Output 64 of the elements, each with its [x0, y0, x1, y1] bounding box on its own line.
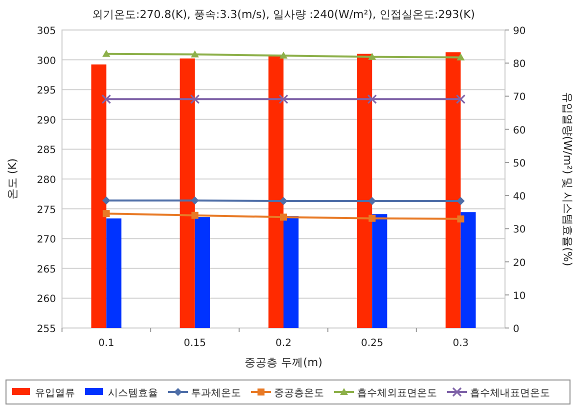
point — [456, 53, 465, 60]
y2-tick-label: 10 — [513, 290, 526, 302]
y2-tick-label: 40 — [513, 192, 526, 203]
y2-tick-label: 20 — [513, 258, 526, 269]
legend-label: 흡수체외표면온도 — [357, 388, 437, 399]
y2-tick-label: 50 — [513, 158, 526, 170]
legend-label: 중공층온도 — [274, 388, 324, 399]
point — [278, 94, 288, 104]
x-tick-label: 0.1 — [98, 338, 114, 349]
point — [190, 94, 200, 104]
point — [191, 212, 198, 219]
bar — [106, 218, 122, 328]
bar — [357, 54, 372, 328]
x-tick-label: 0.15 — [184, 338, 206, 349]
x-tick-label: 0.3 — [452, 338, 469, 349]
x-tick-label: 0.2 — [276, 338, 292, 349]
point — [190, 50, 199, 58]
point — [102, 210, 110, 218]
legend-label: 투과체온도 — [191, 388, 241, 399]
y-tick-label: 260 — [36, 294, 56, 306]
point — [280, 52, 288, 59]
point — [368, 52, 376, 60]
bar — [180, 58, 195, 328]
y-tick-label: 300 — [36, 56, 56, 67]
y2-tick-label: 60 — [513, 125, 526, 136]
point — [102, 94, 112, 104]
y-tick-label: 285 — [36, 145, 56, 156]
y-axis-title: 온도 (K) — [6, 158, 19, 200]
point — [102, 196, 110, 204]
y2-tick-label: 0 — [513, 324, 520, 335]
bar — [460, 212, 476, 328]
y-tick-label: 275 — [36, 204, 56, 216]
chart-title: 외기온도:270.8(K), 풍속:3.3(m/s), 일사량 :240(W/m²), 인접실온도:293(K) — [92, 8, 475, 21]
y2-tick-label: 90 — [513, 26, 526, 37]
point — [367, 94, 377, 104]
x-axis-title: 중공층 두께(m) — [244, 356, 322, 369]
y-tick-label: 295 — [36, 86, 56, 97]
y2-axis-title: 유입열량(W/m²) 및 시스템효율(%) — [561, 92, 574, 266]
y-tick-label: 290 — [36, 115, 56, 126]
y-tick-label: 255 — [36, 324, 56, 335]
legend-label: 시스템효율 — [108, 388, 158, 399]
point — [456, 94, 466, 104]
y-tick-label: 270 — [36, 234, 56, 246]
point — [102, 50, 110, 57]
bar — [194, 217, 210, 328]
bar — [268, 55, 284, 328]
point — [456, 197, 465, 206]
point — [280, 214, 287, 221]
legend-label: 흡수체내표면온도 — [470, 388, 550, 399]
point — [368, 214, 376, 222]
legend-label: 유입열류 — [35, 388, 75, 399]
y-tick-label: 265 — [36, 264, 56, 276]
point — [280, 197, 288, 206]
y-tick-label: 280 — [36, 175, 56, 186]
y2-tick-label: 70 — [513, 92, 526, 104]
bar — [91, 64, 106, 328]
x-tick-label: 0.25 — [360, 338, 384, 349]
bar — [372, 214, 388, 328]
y2-tick-label: 30 — [513, 224, 526, 236]
y2-tick-label: 80 — [513, 59, 526, 70]
point — [457, 215, 464, 222]
bar — [446, 52, 461, 328]
bar — [284, 216, 299, 328]
y-tick-label: 305 — [36, 26, 56, 37]
